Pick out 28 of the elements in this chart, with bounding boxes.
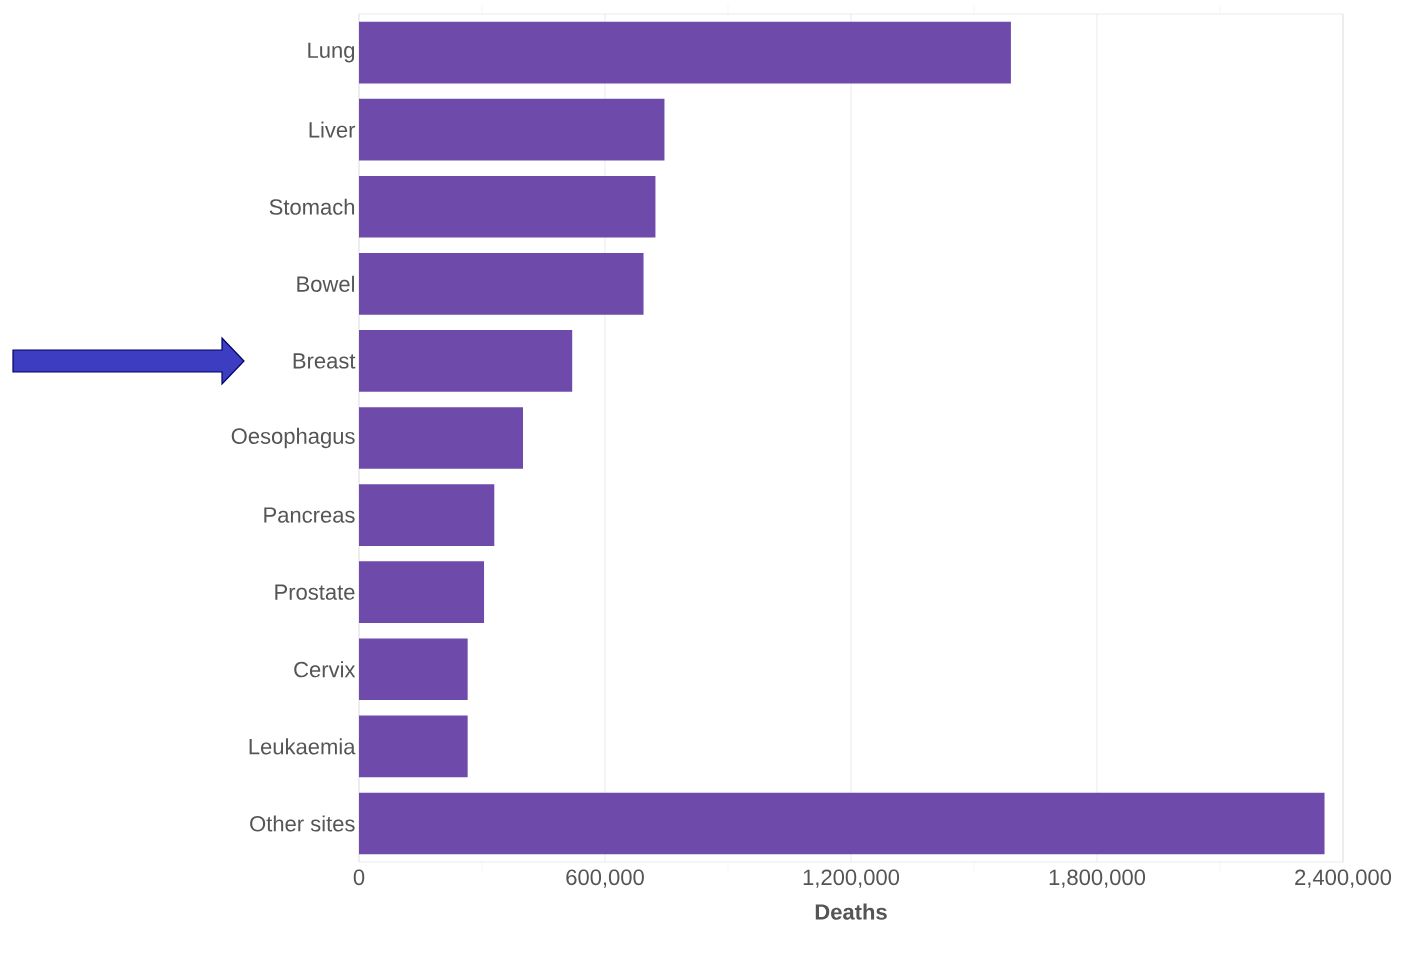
x-axis-title: Deaths bbox=[815, 903, 887, 920]
y-tick-label: Cervix bbox=[294, 661, 356, 678]
y-tick-label: Bowel bbox=[297, 275, 354, 292]
x-tick-label: 600,000 bbox=[566, 869, 644, 888]
y-tick-label: Liver bbox=[309, 121, 356, 138]
y-tick-label: Other sites bbox=[250, 815, 355, 832]
x-tick-label: 0 bbox=[353, 869, 365, 886]
y-tick-label: Prostate bbox=[275, 584, 355, 600]
bar bbox=[359, 330, 573, 392]
y-tick-label: Leukaemia bbox=[249, 738, 356, 755]
bar bbox=[359, 175, 656, 238]
y-tick-label: Oesophagus bbox=[231, 427, 355, 449]
x-tick-label: 1,800,000 bbox=[1049, 869, 1146, 888]
bar bbox=[359, 561, 485, 624]
bar bbox=[359, 252, 644, 315]
bar bbox=[359, 792, 1325, 855]
x-tick-label: 1,200,000 bbox=[803, 869, 900, 888]
bar bbox=[359, 98, 665, 161]
y-tick-label: Stomach bbox=[269, 198, 355, 215]
bar bbox=[359, 407, 524, 469]
y-tick-label: Pancreas bbox=[264, 507, 355, 523]
x-tick-label: 2,400,000 bbox=[1295, 869, 1392, 888]
bar bbox=[359, 638, 468, 701]
bar bbox=[359, 484, 495, 546]
bar bbox=[359, 21, 1011, 84]
bar bbox=[359, 715, 468, 778]
y-tick-label: Breast bbox=[293, 353, 356, 369]
y-tick-label: Lung bbox=[308, 42, 355, 63]
